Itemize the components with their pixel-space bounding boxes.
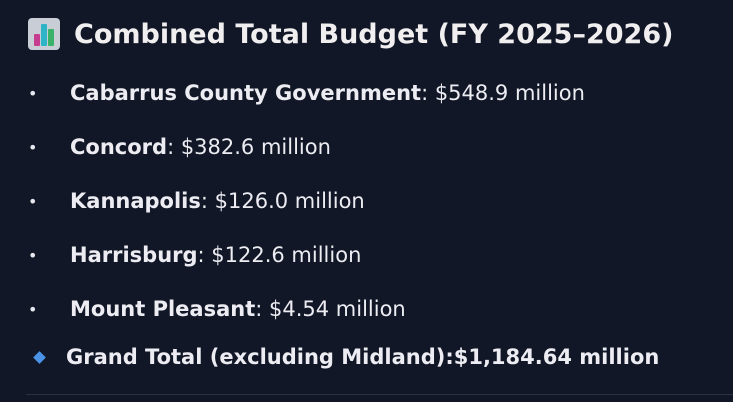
entity-name: Harrisburg xyxy=(70,243,198,267)
budget-list: • Cabarrus County Government : $548.9 mi… xyxy=(0,66,733,336)
entity-budget: : $122.6 million xyxy=(197,243,362,267)
entity-budget: : $126.0 million xyxy=(200,189,365,213)
entity-budget: : $548.9 million xyxy=(421,81,585,105)
entity-name: Concord xyxy=(70,135,168,159)
budget-list-item: • Harrisburg : $122.6 million xyxy=(0,228,733,282)
budget-list-item: • Kannapolis : $126.0 million xyxy=(0,174,733,228)
grand-total: Grand Total (excluding Midland): $1,184.… xyxy=(0,332,659,382)
entity-name: Kannapolis xyxy=(70,189,201,213)
divider xyxy=(26,394,733,395)
section-header: Combined Total Budget (FY 2025–2026) xyxy=(28,14,673,54)
chart-icon-bar xyxy=(48,29,54,46)
budget-list-item: • Cabarrus County Government : $548.9 mi… xyxy=(0,66,733,120)
bar-chart-icon xyxy=(28,18,60,50)
blue-diamond-icon xyxy=(33,350,46,364)
grand-total-label: Grand Total (excluding Midland): xyxy=(66,345,454,369)
bullet-icon: • xyxy=(28,137,38,157)
grand-total-value: $1,184.64 million xyxy=(453,345,660,369)
entity-name: Cabarrus County Government xyxy=(70,81,422,105)
bullet-icon: • xyxy=(28,191,38,211)
entity-name: Mount Pleasant xyxy=(70,297,256,321)
bullet-icon: • xyxy=(28,299,38,319)
chart-icon-bar xyxy=(41,24,47,46)
entity-budget: : $382.6 million xyxy=(167,135,331,159)
chart-icon-bar xyxy=(34,34,40,46)
bullet-icon: • xyxy=(28,245,38,265)
budget-list-item: • Mount Pleasant : $4.54 million xyxy=(0,282,733,336)
section-title: Combined Total Budget (FY 2025–2026) xyxy=(74,18,674,50)
entity-budget: : $4.54 million xyxy=(255,297,406,321)
bullet-icon: • xyxy=(28,83,38,103)
budget-list-item: • Concord : $382.6 million xyxy=(0,120,733,174)
